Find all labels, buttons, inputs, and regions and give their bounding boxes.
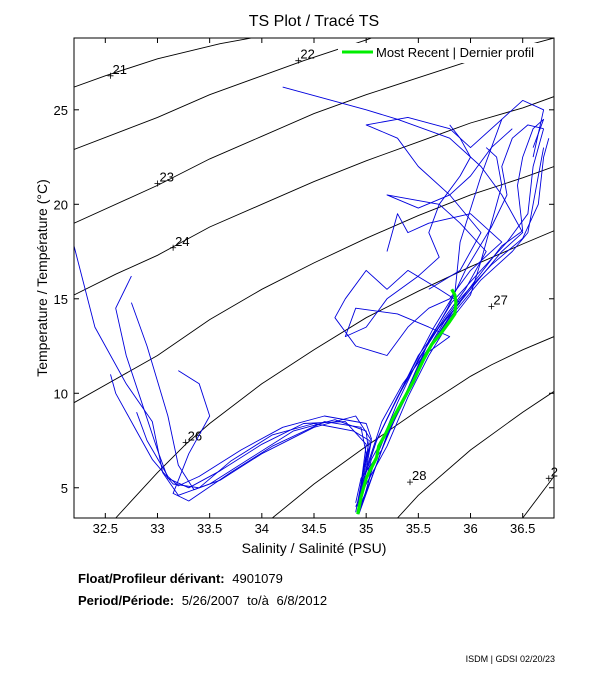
contour-label-23: 23: [159, 170, 173, 185]
x-axis-ticks: 32.5 33 33.5 34 34.5 35 35.5 36 36.5: [93, 38, 535, 536]
contour-label-24: 24: [175, 234, 189, 249]
y-tick-label: 5: [61, 481, 68, 496]
contour-line-2: [522, 476, 554, 518]
contour-line-27: [272, 336, 554, 518]
float-value: 4901079: [232, 571, 283, 586]
period-label: Period/Période:: [78, 593, 175, 608]
period-start: 5/26/2007: [181, 593, 240, 608]
contour-label-26: 26: [188, 428, 202, 443]
contour-line-22: [74, 38, 373, 150]
most-recent-profile-line: [356, 288, 458, 515]
x-tick-label: 34.5: [301, 521, 326, 536]
contour-marker: [295, 57, 302, 64]
profile-line: [357, 119, 503, 515]
contour-marker: [488, 303, 495, 310]
x-tick-label: 36.5: [510, 521, 535, 536]
contour-label-22: 22: [300, 47, 314, 62]
contour-line-21: [74, 38, 254, 88]
profile-line: [115, 275, 367, 503]
contour-marker: [107, 72, 114, 79]
profile-line: [110, 374, 370, 507]
profile-line: [357, 147, 545, 507]
contour-label-21: 21: [113, 62, 127, 77]
y-axis-label: Temperature / Température (°C): [34, 179, 50, 377]
legend-label: Most Recent | Dernier profil: [376, 45, 534, 60]
y-tick-label: 25: [54, 103, 68, 118]
contour-line-25: [74, 166, 554, 404]
x-tick-label: 35.5: [406, 521, 431, 536]
y-tick-label: 20: [54, 197, 68, 212]
contour-marker: [170, 244, 177, 251]
profile-line: [172, 370, 367, 513]
contour-line-28: [397, 391, 554, 518]
contour-line-24: [74, 96, 554, 296]
contour-marker: [154, 180, 161, 187]
profile-line: [136, 412, 372, 511]
plot-frame: [73, 37, 555, 519]
float-label: Float/Profileur dérivant:: [78, 571, 225, 586]
profile-line: [360, 128, 513, 488]
contour-marker: [545, 475, 552, 482]
x-tick-label: 32.5: [93, 521, 118, 536]
contour-line-23: [74, 38, 554, 224]
period-info: Period/Période: 5/26/2007 to/à 6/8/2012: [78, 593, 327, 608]
profile-line: [334, 213, 503, 441]
y-axis-ticks: 5 10 15 20 25: [54, 103, 554, 496]
profile-line: [130, 302, 372, 498]
x-axis-label: Salinity / Salinité (PSU): [242, 540, 387, 556]
contour-label-27: 27: [493, 292, 507, 307]
contour-marker: [182, 439, 189, 446]
profile-line: [358, 138, 550, 513]
credit-text: ISDM | GDSI 02/20/23: [465, 654, 555, 664]
float-info: Float/Profileur dérivant: 4901079: [78, 571, 283, 586]
density-contours: [74, 38, 554, 518]
contour-marker: [407, 479, 413, 486]
x-tick-label: 33: [150, 521, 164, 536]
profile-lines: [74, 86, 550, 515]
period-separator: to/à: [247, 593, 269, 608]
x-tick-label: 36: [463, 521, 477, 536]
period-end: 6/8/2012: [276, 593, 328, 608]
y-tick-label: 10: [54, 386, 68, 401]
chart-title: TS Plot / Tracé TS: [249, 13, 379, 30]
y-tick-label: 15: [54, 292, 68, 307]
contour-label-28: 28: [412, 468, 426, 483]
x-tick-label: 35: [359, 521, 373, 536]
x-tick-label: 34: [255, 521, 269, 536]
profile-line: [355, 147, 503, 507]
profile-line: [365, 99, 545, 290]
x-tick-label: 33.5: [197, 521, 222, 536]
legend: Most Recent | Dernier profil: [338, 43, 552, 63]
